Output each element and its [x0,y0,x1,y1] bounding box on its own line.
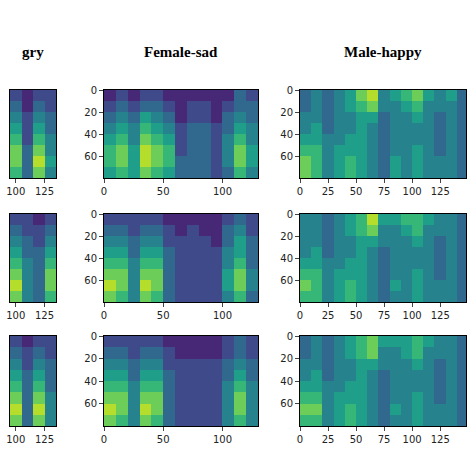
svg-text:0: 0 [297,434,303,445]
svg-text:60: 60 [84,398,97,409]
svg-text:40: 40 [84,253,97,264]
svg-text:0: 0 [287,331,293,342]
svg-text:100: 100 [213,310,232,321]
svg-text:50: 50 [157,434,170,445]
svg-text:40: 40 [280,376,293,387]
svg-text:0: 0 [297,310,303,321]
svg-text:50: 50 [350,186,363,197]
svg-text:100: 100 [403,434,422,445]
svg-text:Male-happy: Male-happy [344,44,422,60]
svg-text:75: 75 [378,186,391,197]
svg-text:125: 125 [35,186,54,197]
svg-text:0: 0 [91,85,97,96]
svg-text:40: 40 [84,129,97,140]
svg-text:75: 75 [378,310,391,321]
svg-text:100: 100 [6,434,25,445]
svg-text:50: 50 [157,310,170,321]
svg-text:50: 50 [350,310,363,321]
svg-text:20: 20 [84,231,97,242]
svg-text:0: 0 [101,310,107,321]
svg-text:100: 100 [403,186,422,197]
svg-text:75: 75 [378,434,391,445]
svg-text:0: 0 [287,209,293,220]
svg-text:60: 60 [280,151,293,162]
svg-text:40: 40 [280,253,293,264]
svg-text:50: 50 [157,186,170,197]
svg-text:0: 0 [297,186,303,197]
svg-text:20: 20 [84,353,97,364]
svg-text:20: 20 [280,231,293,242]
svg-text:Female-sad: Female-sad [144,44,218,60]
svg-text:60: 60 [280,275,293,286]
svg-text:60: 60 [280,398,293,409]
svg-text:125: 125 [431,434,450,445]
svg-text:100: 100 [6,310,25,321]
svg-text:125: 125 [35,434,54,445]
svg-text:125: 125 [431,310,450,321]
svg-text:0: 0 [287,85,293,96]
svg-text:40: 40 [84,376,97,387]
svg-text:0: 0 [101,434,107,445]
svg-text:0: 0 [91,209,97,220]
svg-text:125: 125 [35,310,54,321]
svg-text:20: 20 [280,353,293,364]
svg-text:60: 60 [84,151,97,162]
svg-text:100: 100 [6,186,25,197]
svg-text:0: 0 [91,331,97,342]
svg-text:0: 0 [101,186,107,197]
svg-text:50: 50 [350,434,363,445]
svg-text:100: 100 [213,434,232,445]
svg-text:20: 20 [84,107,97,118]
svg-text:125: 125 [431,186,450,197]
svg-text:25: 25 [322,186,335,197]
svg-text:25: 25 [322,434,335,445]
svg-text:100: 100 [213,186,232,197]
svg-text:60: 60 [84,275,97,286]
svg-text:gry: gry [22,44,44,60]
svg-text:25: 25 [322,310,335,321]
svg-text:40: 40 [280,129,293,140]
svg-text:100: 100 [403,310,422,321]
svg-text:20: 20 [280,107,293,118]
